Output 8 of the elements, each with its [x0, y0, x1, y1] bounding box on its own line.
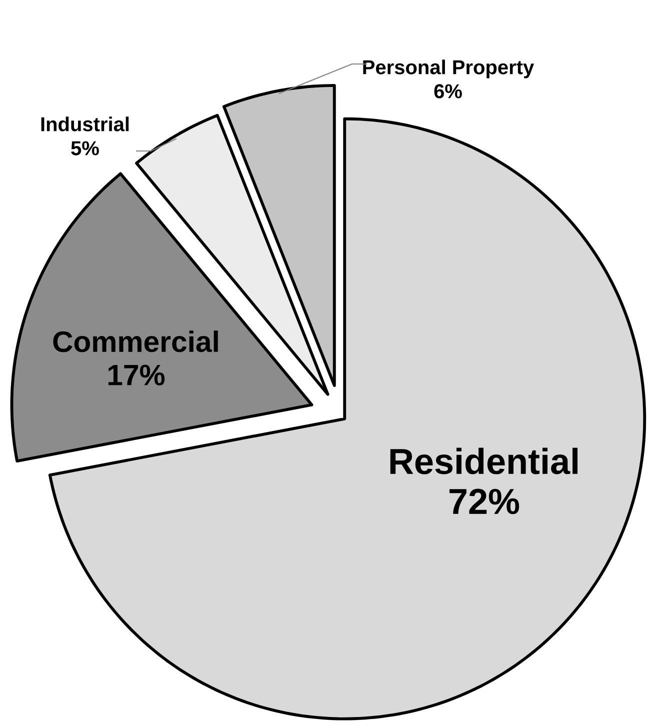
slice-label: Personal Property — [363, 60, 534, 78]
slice-label: Residential — [390, 448, 578, 474]
slice-label: Commercial — [53, 330, 218, 352]
data-label: 6% — [434, 84, 462, 98]
data-label: 5% — [71, 141, 99, 156]
data-label: 17% — [108, 364, 165, 386]
slice-label: Industrial — [41, 116, 129, 132]
data-label: 72% — [450, 488, 520, 514]
